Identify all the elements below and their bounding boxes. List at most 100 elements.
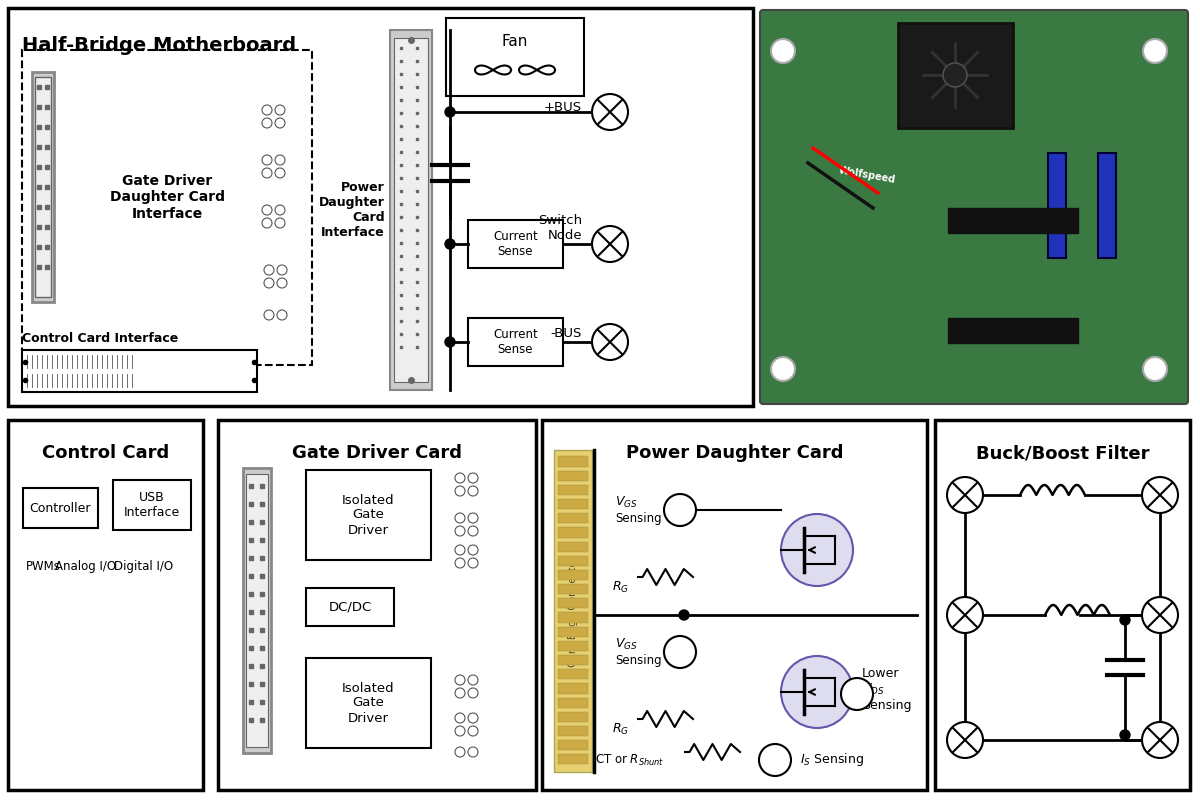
Bar (468, 220, 563, 268)
Bar (22, 50, 312, 365)
Circle shape (468, 747, 478, 757)
Circle shape (262, 155, 272, 165)
Text: CT or $R_{Shunt}$: CT or $R_{Shunt}$ (595, 752, 665, 768)
Text: Lower
$V_{DS}$
Sensing: Lower $V_{DS}$ Sensing (862, 667, 912, 713)
Bar (558, 470, 588, 481)
Bar (558, 499, 588, 509)
Bar (898, 23, 1013, 128)
Circle shape (592, 324, 628, 360)
Circle shape (947, 722, 983, 758)
Circle shape (445, 337, 455, 347)
Text: $I_S$ Sensing: $I_S$ Sensing (800, 751, 864, 768)
Text: Gate Driver Card: Gate Driver Card (292, 444, 462, 462)
Bar (558, 570, 588, 580)
Bar (22, 350, 257, 392)
Text: Switch
Node: Switch Node (538, 214, 582, 242)
Text: Gate Driver
Daughter Card
Interface: Gate Driver Daughter Card Interface (109, 175, 224, 221)
Circle shape (1142, 477, 1178, 513)
Text: Isolated
Gate
Driver: Isolated Gate Driver (342, 494, 395, 537)
Bar (390, 30, 432, 390)
Text: Half-Bridge Motherboard: Half-Bridge Motherboard (22, 36, 296, 55)
Bar (35, 77, 50, 297)
Bar (558, 485, 588, 495)
Circle shape (772, 357, 796, 381)
Circle shape (679, 610, 689, 620)
Bar (558, 556, 588, 566)
Bar (1048, 153, 1066, 258)
Circle shape (468, 513, 478, 523)
Bar (32, 72, 54, 302)
Text: DC/DC: DC/DC (329, 600, 372, 613)
Text: Digital I/O: Digital I/O (114, 560, 173, 573)
Bar (542, 420, 928, 790)
Bar (558, 712, 588, 722)
Circle shape (1142, 597, 1178, 633)
Circle shape (468, 726, 478, 736)
FancyBboxPatch shape (760, 10, 1188, 404)
Bar (558, 740, 588, 751)
Circle shape (275, 105, 286, 115)
Circle shape (943, 63, 967, 87)
Bar (394, 38, 428, 382)
Text: Controller: Controller (29, 502, 91, 515)
Bar (1098, 153, 1116, 258)
Text: Buck/Boost Filter: Buck/Boost Filter (976, 444, 1150, 462)
Circle shape (262, 168, 272, 178)
Text: $V_{GS}$: $V_{GS}$ (616, 495, 637, 510)
Text: Control Card: Control Card (42, 444, 169, 462)
Circle shape (1142, 357, 1166, 381)
Bar (306, 588, 394, 626)
Circle shape (592, 226, 628, 262)
Bar (948, 208, 1078, 233)
Bar (446, 18, 584, 96)
Bar (558, 684, 588, 693)
Bar (558, 513, 588, 524)
Bar (8, 420, 203, 790)
Bar (554, 450, 592, 772)
Text: $R_G$: $R_G$ (612, 722, 629, 737)
Circle shape (455, 747, 466, 757)
Circle shape (468, 675, 478, 685)
Bar (306, 470, 431, 560)
Circle shape (455, 513, 466, 523)
Circle shape (455, 688, 466, 698)
Circle shape (262, 205, 272, 215)
Circle shape (455, 675, 466, 685)
Circle shape (1120, 615, 1130, 625)
Bar (558, 697, 588, 708)
Circle shape (264, 265, 274, 275)
Circle shape (468, 688, 478, 698)
Bar (558, 528, 588, 537)
Text: Current
Sense: Current Sense (493, 230, 538, 258)
Circle shape (277, 278, 287, 288)
Circle shape (455, 473, 466, 483)
Bar (8, 8, 754, 406)
Circle shape (664, 494, 696, 526)
Bar (113, 480, 191, 530)
Text: PWMs: PWMs (26, 560, 61, 573)
Text: Analog I/O: Analog I/O (55, 560, 116, 573)
Circle shape (275, 118, 286, 128)
Text: $V_{GS}$: $V_{GS}$ (616, 637, 637, 652)
Circle shape (262, 118, 272, 128)
Bar (558, 627, 588, 637)
Circle shape (275, 168, 286, 178)
Circle shape (275, 155, 286, 165)
Bar (246, 474, 268, 747)
Circle shape (1142, 722, 1178, 758)
Circle shape (468, 545, 478, 555)
Circle shape (781, 514, 853, 586)
Bar (558, 584, 588, 594)
Circle shape (947, 597, 983, 633)
Text: $R_G$: $R_G$ (612, 580, 629, 595)
Text: Power
Daughter
Card
Interface: Power Daughter Card Interface (319, 181, 385, 239)
Circle shape (772, 39, 796, 63)
Circle shape (468, 558, 478, 568)
Bar (558, 655, 588, 665)
Text: Fan: Fan (502, 34, 528, 49)
Bar (558, 641, 588, 651)
Circle shape (262, 105, 272, 115)
Circle shape (455, 545, 466, 555)
Bar (558, 457, 588, 467)
Circle shape (1120, 730, 1130, 740)
